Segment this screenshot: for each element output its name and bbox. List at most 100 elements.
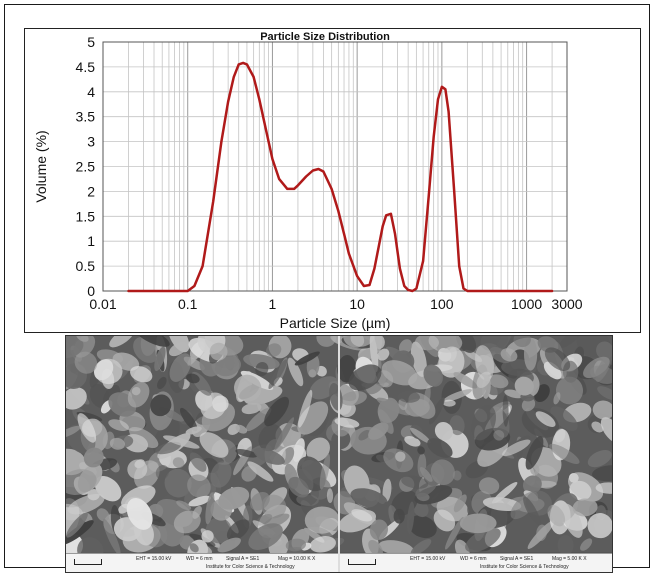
sem-particle (595, 482, 612, 494)
sem-particle (428, 397, 445, 425)
sem-particle (340, 390, 367, 406)
sem-particle (442, 399, 456, 407)
sem-particle (419, 466, 433, 483)
sem-panel-right: EHT = 15.00 kV WD = 6 mm Signal A = SE1 … (340, 336, 612, 572)
sem-particle (410, 341, 427, 377)
sem-particle (185, 426, 202, 435)
sem-particle (169, 353, 192, 382)
sem-particle (294, 351, 320, 366)
sem-particle (523, 496, 541, 525)
sem-particle (189, 543, 199, 553)
sem-particle (308, 369, 317, 378)
sem-particle (205, 492, 215, 525)
sem-particle (521, 408, 560, 438)
sem-particle (521, 397, 536, 412)
sem-particle (134, 336, 170, 347)
sem-image-strip: EHT = 15.00 kV WD = 6 mm Signal A = SE1 … (65, 335, 613, 573)
sem-particle (470, 404, 497, 441)
sem-particle (500, 348, 518, 362)
sem-particle (420, 336, 439, 358)
sem-particle (544, 347, 571, 372)
sem-particle (382, 478, 392, 503)
sem-particle (381, 360, 418, 386)
sem-particle (553, 392, 561, 405)
sem-particle (235, 449, 258, 458)
sem-particle (234, 374, 262, 402)
sem-particle (351, 509, 373, 522)
y-tick-label: 1.5 (76, 208, 96, 224)
sem-particle (189, 452, 207, 472)
sem-particle (66, 520, 94, 545)
sem-particle (209, 342, 228, 361)
sem-particle (298, 389, 313, 428)
sem-particle (168, 341, 188, 357)
sem-particle (591, 421, 604, 433)
sem-particle (459, 513, 497, 534)
sem-particle (74, 351, 98, 374)
distribution-line (127, 61, 554, 293)
particle-size-chart: Particle Size Distribution 0 0.5 1 1.5 2 2.5 3 3… (33, 31, 583, 331)
sem-particle (150, 394, 172, 417)
sem-particle (126, 497, 153, 530)
sem-particle (339, 402, 356, 418)
chart-title: Particle Size Distribution (260, 31, 390, 43)
sem-particle (410, 427, 431, 444)
sem-particle (127, 459, 148, 480)
x-tick-label: 0.1 (178, 296, 198, 312)
sem-particle (455, 336, 477, 353)
sem-particle (395, 451, 406, 462)
sem-particle (89, 383, 110, 408)
sem-particle (66, 387, 87, 410)
sem-eht-left: EHT = 15.00 kV (136, 556, 172, 562)
y-tick-label: 4.5 (76, 59, 96, 75)
sem-particle (163, 435, 200, 449)
sem-institute-left: Institute for Color Science & Technology (206, 564, 295, 570)
sem-particle (176, 500, 192, 511)
sem-particle (428, 336, 463, 353)
sem-particle (250, 491, 270, 511)
sem-particle (154, 346, 166, 371)
sem-particle (243, 353, 280, 370)
sem-particle (188, 495, 211, 507)
sem-particle (264, 396, 290, 427)
sem-particle (241, 402, 262, 415)
sem-institute-right: Institute for Color Science & Technology (480, 564, 569, 570)
sem-particle (304, 506, 340, 534)
y-tick-label: 4 (87, 84, 95, 100)
sem-particle (326, 488, 334, 503)
sem-particle (255, 362, 269, 377)
sem-micrographs (66, 336, 612, 572)
sem-particle (235, 424, 248, 434)
y-tick-label: 2.5 (76, 159, 96, 175)
y-tick-label: 1 (87, 233, 95, 249)
sem-particle (378, 409, 394, 434)
sem-particle (597, 386, 612, 401)
sem-particle (77, 413, 97, 443)
sem-panel-left: EHT = 15.00 kV WD = 6 mm Signal A = SE1 … (66, 336, 338, 572)
sem-particle (536, 524, 547, 541)
sem-particle (245, 407, 272, 432)
sem-particle (173, 510, 201, 534)
y-tick-label: 3.5 (76, 109, 96, 125)
sem-particle (109, 437, 125, 450)
sem-particle (434, 422, 453, 441)
sem-particle (103, 518, 121, 556)
y-tick-label: 5 (87, 34, 95, 50)
sem-particle (248, 523, 283, 550)
sem-particle (415, 481, 437, 498)
sem-particle (192, 449, 225, 464)
sem-particle (306, 437, 330, 462)
sem-particle (297, 401, 329, 435)
sem-particle (427, 438, 453, 458)
sem-eht-right: EHT = 15.00 kV (410, 556, 446, 562)
scale-bar-left (74, 559, 102, 565)
sem-particle (316, 336, 336, 347)
sem-particle (453, 372, 478, 389)
y-tick-label: 3 (87, 134, 95, 150)
x-tick-label: 0.01 (89, 296, 116, 312)
sem-particle (266, 343, 282, 357)
x-tick-label: 10 (349, 296, 365, 312)
sem-particle (157, 376, 167, 390)
sem-particle (319, 453, 331, 490)
sem-particle (350, 488, 388, 509)
